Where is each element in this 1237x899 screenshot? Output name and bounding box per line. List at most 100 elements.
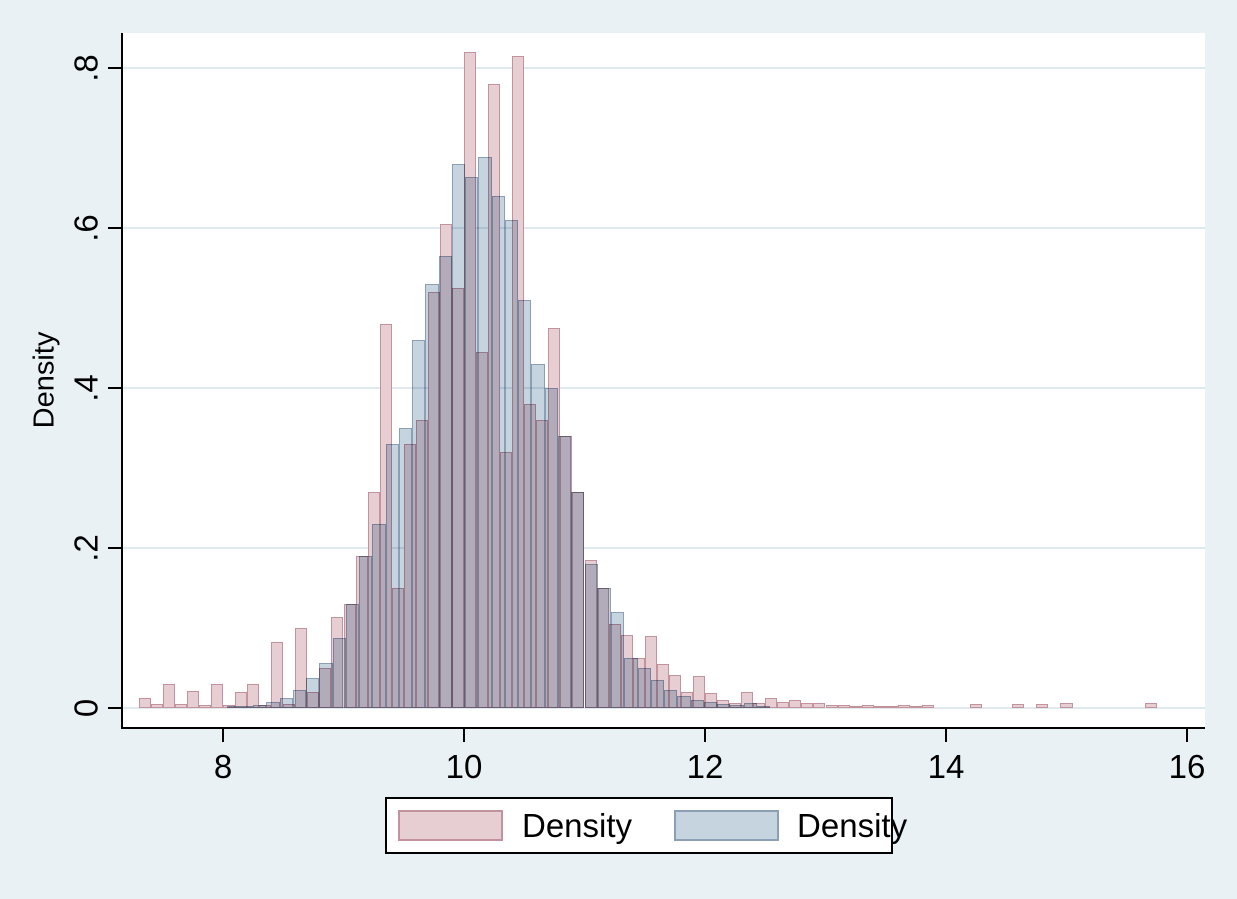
histogram-bar-pink (198, 704, 211, 708)
histogram-bar-blue (531, 364, 545, 708)
x-tick (222, 729, 224, 742)
y-tick (108, 67, 121, 69)
x-tick (463, 729, 465, 742)
histogram-bar-blue (226, 706, 240, 708)
histogram-bar-pink (885, 705, 898, 708)
histogram-bar-blue (557, 436, 572, 708)
histogram-bar-blue (664, 690, 678, 708)
histogram-bar-blue (319, 663, 333, 708)
histogram-bar-blue (690, 700, 704, 708)
histogram-bar-blue (544, 388, 558, 708)
x-tick-label-10: 10 (445, 748, 483, 785)
histogram-bar-blue (637, 668, 651, 708)
histogram-bar-blue (597, 588, 611, 708)
y-tick (108, 707, 121, 709)
histogram-bar-blue (611, 612, 625, 708)
histogram-bar-blue (451, 164, 466, 708)
y-axis-title: Density (28, 331, 61, 429)
histogram-bar-pink (801, 703, 814, 708)
gridline-y-.2 (123, 547, 1205, 549)
histogram-bar-pink (138, 697, 151, 708)
histogram-bar-blue (266, 702, 280, 708)
histogram-bar-blue (571, 492, 585, 708)
histogram-bar-pink (1144, 703, 1157, 708)
histogram-bar-blue (504, 220, 519, 708)
histogram-bar-pink (837, 704, 850, 708)
x-tick (945, 729, 947, 742)
y-tick-label-.2: .2 (67, 534, 105, 562)
gridline-y-.8 (123, 67, 1205, 69)
legend: Density Density (385, 797, 907, 854)
legend-label-density-blue: Density (797, 807, 908, 844)
histogram-bar-blue (650, 680, 665, 708)
histogram-bar-blue (518, 300, 532, 708)
histogram-bar-blue (756, 705, 771, 708)
histogram-bar-blue (239, 705, 254, 708)
histogram-bar-blue (717, 704, 731, 708)
histogram-bar-pink (210, 684, 223, 708)
histogram-bar-blue (345, 604, 360, 708)
gridline-y-.6 (123, 227, 1205, 229)
histogram-bar-blue (624, 658, 638, 708)
y-tick (108, 227, 121, 229)
histogram-bar-blue (412, 340, 426, 708)
histogram-bar-pink (1060, 703, 1073, 708)
histogram-bar-blue (438, 256, 452, 708)
histogram-bar-pink (909, 705, 922, 708)
histogram-bar-pink (186, 691, 199, 708)
histogram-bar-blue (743, 703, 757, 708)
x-axis (121, 727, 1205, 729)
y-tick (108, 387, 121, 389)
histogram-bar-blue (425, 284, 439, 708)
y-axis (121, 33, 123, 729)
histogram-bar-pink (861, 704, 874, 708)
gridline-y-.4 (123, 387, 1205, 389)
histogram-bar-pink (789, 700, 802, 708)
histogram-bar-pink (150, 704, 163, 708)
histogram-bar-pink (897, 704, 910, 708)
legend-label-density-pink: Density (522, 807, 633, 844)
histogram-bar-blue (306, 678, 320, 708)
histogram-bar-pink (765, 697, 778, 708)
histogram-bar-blue (478, 156, 492, 708)
y-tick-label-0: 0 (67, 698, 105, 718)
histogram-bar-blue (253, 704, 267, 708)
histogram-bar-pink (813, 703, 826, 708)
histogram-bar-pink (777, 701, 790, 708)
histogram-bar-pink (1036, 704, 1049, 708)
plot-area (123, 33, 1205, 727)
histogram-bar-pink (921, 704, 934, 708)
y-tick (108, 547, 121, 549)
x-tick (1186, 729, 1188, 742)
histogram-bar-pink (162, 684, 175, 708)
y-tick-label-.4: .4 (67, 374, 105, 402)
legend-swatch-density-blue (674, 810, 780, 841)
x-tick (704, 729, 706, 742)
y-tick-label-.8: .8 (67, 54, 105, 82)
x-tick-label-14: 14 (927, 748, 965, 785)
x-tick-label-12: 12 (686, 748, 724, 785)
histogram-bar-blue (292, 689, 307, 708)
histogram-bar-pink (174, 704, 187, 708)
histogram-bar-pink (873, 705, 886, 708)
gridline-y-0 (123, 707, 1205, 709)
histogram-bar-blue (385, 444, 399, 708)
histogram-bar-pink (849, 705, 862, 708)
histogram-bar-blue (332, 637, 346, 708)
histogram-bar-blue (677, 696, 691, 708)
histogram-bar-blue (703, 702, 718, 708)
histogram-bar-blue (465, 176, 479, 708)
histogram-bar-pink (247, 684, 260, 708)
histogram-bar-blue (372, 524, 386, 708)
histogram-bar-blue (584, 564, 598, 708)
histogram-bar-pink (970, 704, 983, 708)
histogram-bar-blue (730, 704, 744, 708)
x-tick-label-16: 16 (1168, 748, 1206, 785)
histogram-bar-blue (491, 196, 505, 708)
x-tick-label-8: 8 (213, 748, 233, 785)
histogram-bar-pink (825, 704, 838, 708)
histogram-bar-blue (359, 556, 373, 708)
histogram-bar-blue (398, 428, 413, 708)
histogram-bar-pink (1012, 704, 1025, 708)
y-tick-label-.6: .6 (67, 214, 105, 242)
